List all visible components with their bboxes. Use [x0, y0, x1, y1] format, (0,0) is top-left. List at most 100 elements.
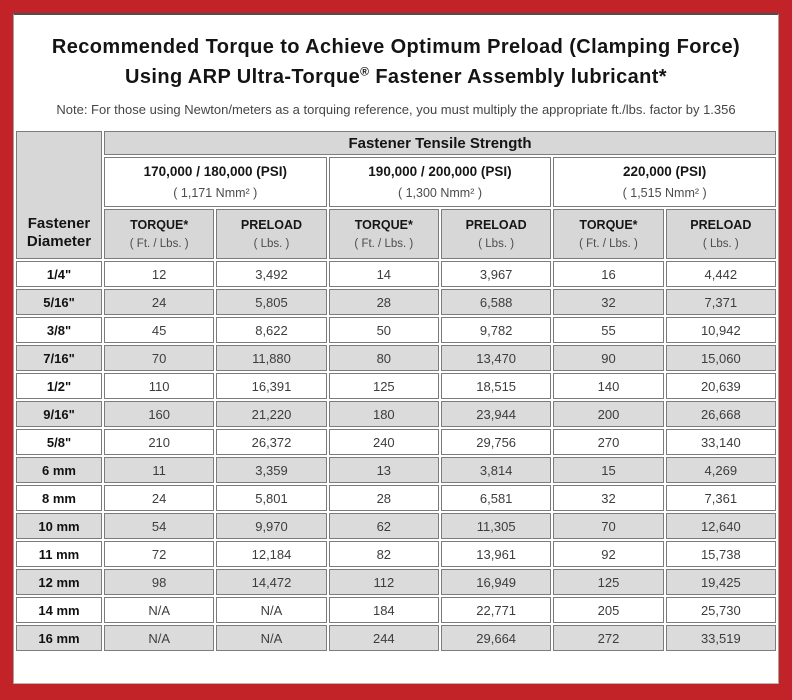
value-cell: 70: [104, 345, 215, 371]
table-row: 16 mm N/A N/A 244 29,664 272 33,519: [16, 625, 776, 651]
value-cell: 6,581: [440, 485, 552, 511]
value-cell: 6,588: [440, 289, 552, 315]
corner-header-fastener-diameter: Fastener Diameter: [16, 131, 102, 259]
value-cell: 80: [328, 345, 439, 371]
value-cell: 112: [328, 569, 439, 595]
value-cell: 25,730: [665, 597, 776, 623]
value-cell: 15: [553, 457, 664, 483]
table-row: 3/8" 45 8,622 50 9,782 55 10,942: [16, 317, 776, 343]
value-cell: 24: [104, 485, 215, 511]
value-cell: 16,391: [216, 373, 327, 399]
value-cell: 14,472: [216, 569, 327, 595]
preload-column-header: PRELOAD ( Lbs. ): [216, 209, 327, 259]
value-cell: 18,515: [440, 373, 552, 399]
value-cell: 50: [328, 317, 439, 343]
value-cell: 210: [104, 429, 215, 455]
diameter-cell: 10 mm: [16, 513, 102, 539]
value-cell: 16: [553, 261, 664, 287]
value-cell: 3,359: [216, 457, 327, 483]
page-title: Recommended Torque to Achieve Optimum Pr…: [14, 32, 778, 92]
diameter-cell: 5/16": [16, 289, 102, 315]
content-area: Recommended Torque to Achieve Optimum Pr…: [13, 13, 779, 684]
value-cell: 270: [553, 429, 664, 455]
value-cell: 28: [328, 485, 439, 511]
diameter-cell: 6 mm: [16, 457, 102, 483]
tensile-strength-header: Fastener Tensile Strength: [104, 131, 776, 155]
value-cell: 29,664: [440, 625, 552, 651]
value-cell: 13,961: [440, 541, 552, 567]
value-cell: 20,639: [665, 373, 776, 399]
strength-group-190-200: 190,000 / 200,000 (PSI) ( 1,300 Nmm² ): [328, 157, 552, 207]
preload-label: PRELOAD: [240, 218, 303, 232]
strength-group-170-180: 170,000 / 180,000 (PSI) ( 1,171 Nmm² ): [104, 157, 327, 207]
value-cell: 244: [328, 625, 439, 651]
column-header-row: TORQUE* ( Ft. / Lbs. ) PRELOAD ( Lbs. ) …: [16, 209, 776, 259]
value-cell: 11,305: [440, 513, 552, 539]
psi-label: 220,000 (PSI): [623, 164, 707, 179]
value-cell: 70: [553, 513, 664, 539]
torque-label: TORQUE*: [130, 218, 189, 232]
value-cell: 23,944: [440, 401, 552, 427]
value-cell: 72: [104, 541, 215, 567]
preload-unit: ( Lbs. ): [253, 238, 290, 250]
value-cell: 15,060: [665, 345, 776, 371]
value-cell: 33,519: [665, 625, 776, 651]
value-cell: 22,771: [440, 597, 552, 623]
value-cell: 140: [553, 373, 664, 399]
value-cell: 200: [553, 401, 664, 427]
value-cell: 29,756: [440, 429, 552, 455]
title-line2: Using ARP Ultra-Torque® Fastener Assembl…: [14, 62, 778, 92]
diameter-cell: 14 mm: [16, 597, 102, 623]
table-row: 9/16" 160 21,220 180 23,944 200 26,668: [16, 401, 776, 427]
table-row: 7/16" 70 11,880 80 13,470 90 15,060: [16, 345, 776, 371]
value-cell: 125: [328, 373, 439, 399]
value-cell: 4,269: [665, 457, 776, 483]
torque-unit: ( Ft. / Lbs. ): [354, 238, 414, 250]
value-cell: 98: [104, 569, 215, 595]
preload-label: PRELOAD: [465, 218, 527, 232]
value-cell: 33,140: [665, 429, 776, 455]
table-row: 1/4" 12 3,492 14 3,967 16 4,442: [16, 261, 776, 287]
value-cell: 14: [328, 261, 439, 287]
nmm-label: ( 1,171 Nmm² ): [173, 186, 258, 200]
value-cell: 3,492: [216, 261, 327, 287]
value-cell: 28: [328, 289, 439, 315]
table-row: 12 mm 98 14,472 112 16,949 125 19,425: [16, 569, 776, 595]
value-cell: 240: [328, 429, 439, 455]
preload-column-header: PRELOAD ( Lbs. ): [665, 209, 776, 259]
value-cell: 9,970: [216, 513, 327, 539]
psi-label: 190,000 / 200,000 (PSI): [368, 164, 512, 179]
value-cell: 45: [104, 317, 215, 343]
diameter-cell: 3/8": [16, 317, 102, 343]
table-row: 10 mm 54 9,970 62 11,305 70 12,640: [16, 513, 776, 539]
nmm-label: ( 1,300 Nmm² ): [397, 186, 482, 200]
preload-label: PRELOAD: [690, 218, 752, 232]
value-cell: N/A: [104, 625, 215, 651]
value-cell: 160: [104, 401, 215, 427]
corner-header-line2: Diameter: [26, 233, 92, 250]
table-row: 5/8" 210 26,372 240 29,756 270 33,140: [16, 429, 776, 455]
torque-column-header: TORQUE* ( Ft. / Lbs. ): [104, 209, 215, 259]
table-row: 1/2" 110 16,391 125 18,515 140 20,639: [16, 373, 776, 399]
value-cell: 12,640: [665, 513, 776, 539]
preload-unit: ( Lbs. ): [702, 238, 739, 250]
preload-column-header: PRELOAD ( Lbs. ): [440, 209, 552, 259]
torque-column-header: TORQUE* ( Ft. / Lbs. ): [328, 209, 439, 259]
diameter-cell: 1/2": [16, 373, 102, 399]
title-line2-pre: Using ARP Ultra-Torque: [125, 66, 361, 88]
tensile-strength-header-row: Fastener Diameter Fastener Tensile Stren…: [16, 131, 776, 259]
diameter-cell: 16 mm: [16, 625, 102, 651]
value-cell: 10,942: [665, 317, 776, 343]
nmm-label: ( 1,515 Nmm² ): [622, 186, 707, 200]
diameter-cell: 5/8": [16, 429, 102, 455]
value-cell: 32: [553, 289, 664, 315]
value-cell: 15,738: [665, 541, 776, 567]
value-cell: 11: [104, 457, 215, 483]
title-line1: Recommended Torque to Achieve Optimum Pr…: [51, 36, 741, 58]
value-cell: 110: [104, 373, 215, 399]
table-row: 8 mm 24 5,801 28 6,581 32 7,361: [16, 485, 776, 511]
diameter-cell: 11 mm: [16, 541, 102, 567]
value-cell: 21,220: [216, 401, 327, 427]
diameter-cell: 9/16": [16, 401, 102, 427]
title-line2-post: Fastener Assembly lubricant*: [369, 66, 667, 88]
